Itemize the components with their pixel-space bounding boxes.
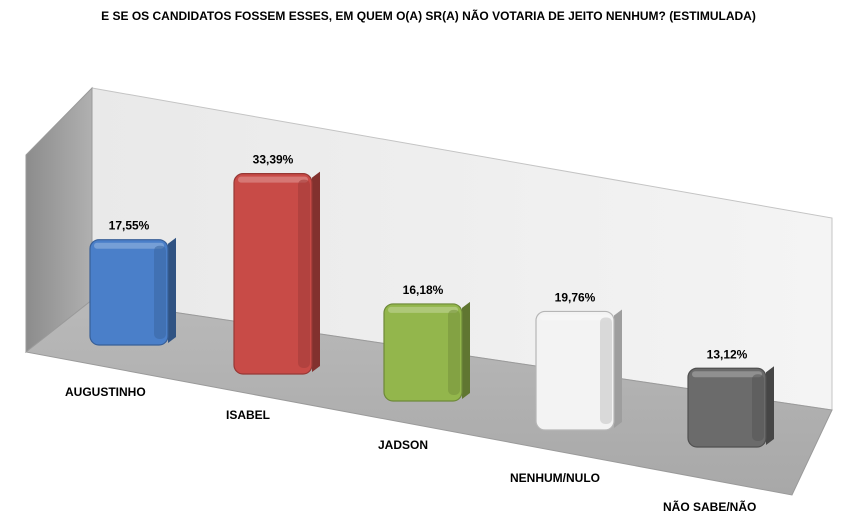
- bar-top-highlight: [94, 242, 164, 249]
- bar-side: [614, 309, 622, 428]
- category-label: AUGUSTINHO: [65, 385, 146, 399]
- category-label: NÃO SABE/NÃO: [663, 499, 756, 514]
- bar-1: [89, 237, 176, 346]
- value-label: 33,39%: [253, 153, 294, 167]
- bar-front: [383, 303, 463, 402]
- bar-5: [687, 366, 774, 448]
- category-label: JADSON: [378, 438, 428, 452]
- bar-edge-shade: [154, 245, 166, 339]
- category-label: NENHUM/NULO: [510, 471, 600, 485]
- bar-top-highlight: [692, 371, 762, 378]
- value-label: 19,76%: [555, 290, 596, 304]
- bar-side: [312, 171, 320, 372]
- bar-2: [233, 171, 320, 375]
- category-label: ISABEL: [226, 408, 270, 422]
- bar-side: [462, 301, 470, 399]
- bar-edge-shade: [752, 374, 764, 441]
- bar-edge-shade: [448, 309, 460, 395]
- value-label: 17,55%: [109, 219, 150, 233]
- bar-front: [535, 310, 615, 431]
- value-label: 16,18%: [403, 283, 444, 297]
- bar-top-highlight: [540, 314, 610, 321]
- bar-4: [535, 309, 622, 431]
- bar-side: [168, 237, 176, 343]
- chart-title: E SE OS CANDIDATOS FOSSEM ESSES, EM QUEM…: [101, 9, 756, 23]
- bar-top-highlight: [388, 306, 458, 313]
- bar-front: [89, 239, 169, 346]
- bar-front: [687, 367, 767, 448]
- value-label: 13,12%: [707, 347, 748, 361]
- bar-side: [766, 366, 774, 445]
- bar-front: [233, 173, 313, 375]
- bar-top-highlight: [238, 176, 308, 183]
- bar-edge-shade: [600, 317, 612, 424]
- bar-edge-shade: [298, 179, 310, 368]
- bar-3: [383, 301, 470, 402]
